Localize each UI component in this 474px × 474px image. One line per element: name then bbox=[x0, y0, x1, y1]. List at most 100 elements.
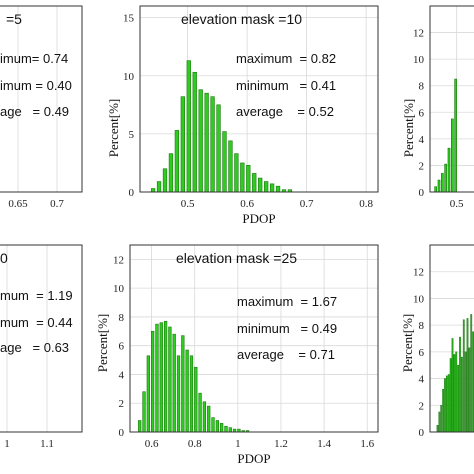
histogram-bar bbox=[181, 335, 185, 433]
histogram-bar bbox=[269, 183, 275, 193]
histogram-bar bbox=[185, 349, 189, 433]
stat-annotation: average = 0.71 bbox=[237, 347, 335, 362]
axes-frame bbox=[429, 244, 474, 433]
histogram-bar bbox=[449, 358, 452, 433]
histogram-bar bbox=[438, 411, 441, 433]
histogram-bar bbox=[468, 347, 471, 433]
histogram-bar bbox=[202, 401, 207, 433]
y-tick-label: 8 bbox=[419, 320, 425, 332]
histogram-bar bbox=[222, 131, 227, 193]
panel-tc bbox=[139, 5, 379, 193]
histogram-bar bbox=[464, 351, 467, 433]
y-tick-label: 8 bbox=[419, 81, 425, 93]
histogram-bar bbox=[146, 355, 150, 433]
panel-br bbox=[429, 244, 474, 433]
histogram-bar bbox=[246, 164, 251, 193]
y-tick-label: 15 bbox=[123, 13, 135, 25]
histogram-bar bbox=[159, 322, 163, 433]
y-axis-label: Percent[%] bbox=[106, 99, 121, 157]
histogram-bar bbox=[228, 427, 232, 433]
histogram-bar bbox=[174, 130, 180, 193]
y-tick-label: 4 bbox=[419, 134, 425, 146]
stat-annotation: age = 0.49 bbox=[0, 104, 69, 119]
y-tick-label: 8 bbox=[119, 312, 125, 324]
y-tick-label: 10 bbox=[123, 71, 135, 83]
x-tick-label: 0.7 bbox=[300, 198, 314, 210]
histogram-bar bbox=[434, 186, 437, 193]
panel-title: elevation mask =10 bbox=[181, 11, 302, 27]
histogram-bar bbox=[216, 104, 221, 193]
histogram-bar bbox=[138, 420, 142, 433]
x-tick-label: 0.5 bbox=[450, 198, 464, 210]
histogram-bar bbox=[454, 78, 457, 193]
histogram-bar bbox=[189, 355, 194, 433]
y-tick-label: 0 bbox=[419, 187, 425, 199]
x-tick-label: 1 bbox=[4, 438, 10, 450]
histogram-bar bbox=[444, 378, 446, 433]
y-tick-label: 12 bbox=[413, 267, 424, 279]
histogram-bar bbox=[447, 374, 450, 433]
y-tick-label: 0 bbox=[119, 427, 125, 439]
y-tick-label: 2 bbox=[419, 160, 425, 172]
x-axis-label: PDOP bbox=[237, 451, 270, 466]
stat-annotation: average = 0.52 bbox=[236, 104, 334, 119]
axes-frame bbox=[0, 244, 83, 433]
axes-frame bbox=[0, 5, 83, 193]
histogram-bar bbox=[168, 326, 172, 433]
axes-frame bbox=[139, 5, 379, 193]
y-tick-label: 10 bbox=[113, 283, 125, 295]
histogram-bar bbox=[444, 163, 447, 193]
x-tick-label: 0.7 bbox=[50, 198, 64, 210]
histogram-bar bbox=[180, 96, 185, 193]
histogram-bar bbox=[150, 188, 156, 193]
histogram-bar bbox=[470, 314, 473, 433]
panel-title: =5 bbox=[6, 11, 22, 27]
y-axis-label: Percent[%] bbox=[95, 314, 110, 372]
x-tick-label: 0.6 bbox=[145, 438, 159, 450]
histogram-bar bbox=[211, 417, 215, 433]
histogram-bar bbox=[451, 338, 454, 433]
histogram-bar bbox=[210, 96, 215, 193]
histogram-bar bbox=[462, 319, 465, 433]
x-tick-label: 1 bbox=[235, 438, 241, 450]
histogram-bar bbox=[234, 153, 239, 193]
histogram-bar bbox=[186, 60, 191, 193]
stat-annotation: minimum = 0.49 bbox=[237, 321, 337, 336]
stat-annotation: mum = 1.19 bbox=[0, 288, 73, 303]
histogram-bar bbox=[155, 323, 159, 433]
histogram-bar bbox=[163, 320, 168, 433]
stat-annotation: imum= 0.74 bbox=[0, 51, 68, 66]
x-tick-label: 0.8 bbox=[188, 438, 202, 450]
histogram-bar bbox=[252, 173, 257, 193]
histogram-bar bbox=[220, 423, 224, 433]
y-tick-label: 12 bbox=[113, 254, 124, 266]
panel-tr bbox=[429, 5, 474, 193]
stat-annotation: maximum = 0.82 bbox=[236, 51, 336, 66]
histogram-bar bbox=[207, 405, 211, 433]
x-tick-label: 0.8 bbox=[359, 198, 373, 210]
y-tick-label: 10 bbox=[413, 293, 425, 305]
histogram-bar bbox=[450, 118, 454, 193]
x-axis-label: PDOP bbox=[242, 211, 275, 226]
y-tick-label: 5 bbox=[129, 129, 135, 141]
histogram-bar bbox=[228, 140, 233, 193]
histogram-bar bbox=[275, 185, 281, 193]
histogram-bar bbox=[445, 375, 448, 433]
panel-bc bbox=[129, 244, 379, 433]
histogram-bar bbox=[263, 181, 269, 193]
histogram-bar bbox=[151, 331, 155, 433]
histogram-bar bbox=[224, 425, 228, 433]
stat-annotation: imum = 0.40 bbox=[0, 78, 72, 93]
y-tick-label: 6 bbox=[119, 341, 125, 353]
stat-annotation: age = 0.63 bbox=[0, 340, 69, 355]
histogram-bar bbox=[258, 177, 263, 193]
stat-annotation: mum = 0.44 bbox=[0, 315, 73, 330]
histogram-bar bbox=[437, 179, 441, 193]
x-tick-label: 1.4 bbox=[317, 438, 331, 450]
x-tick-label: 0.6 bbox=[240, 198, 254, 210]
histogram-bar bbox=[192, 71, 197, 193]
histogram-bar bbox=[204, 92, 209, 193]
histogram-bar bbox=[440, 173, 444, 193]
y-tick-label: 4 bbox=[119, 369, 125, 381]
